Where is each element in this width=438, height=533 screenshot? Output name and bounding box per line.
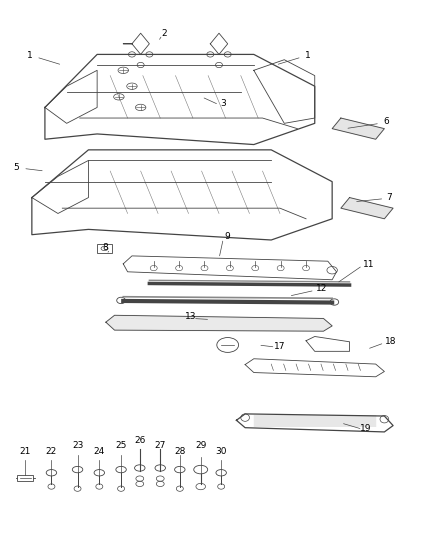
Text: 24: 24 <box>94 447 105 456</box>
Text: 2: 2 <box>162 29 167 38</box>
Text: 1: 1 <box>27 51 32 60</box>
Text: 17: 17 <box>274 342 286 351</box>
Text: 5: 5 <box>14 164 20 172</box>
Text: 7: 7 <box>386 193 392 202</box>
Text: 19: 19 <box>360 424 372 433</box>
Text: 12: 12 <box>316 284 327 293</box>
Text: 29: 29 <box>195 441 206 450</box>
Text: 30: 30 <box>215 447 227 456</box>
Polygon shape <box>106 316 332 331</box>
Text: 3: 3 <box>220 99 226 108</box>
Text: 23: 23 <box>72 441 83 450</box>
Polygon shape <box>341 198 393 219</box>
Text: 22: 22 <box>46 447 57 456</box>
Bar <box>97 244 113 253</box>
Text: 18: 18 <box>385 337 397 346</box>
Text: 21: 21 <box>20 447 31 456</box>
Text: 6: 6 <box>384 117 389 126</box>
Text: 13: 13 <box>185 312 197 321</box>
Text: 25: 25 <box>115 441 127 450</box>
Text: 11: 11 <box>364 260 375 269</box>
Text: 1: 1 <box>305 51 311 60</box>
Text: 28: 28 <box>174 447 186 456</box>
Text: 9: 9 <box>224 232 230 241</box>
Text: 8: 8 <box>102 243 108 252</box>
Polygon shape <box>332 118 385 139</box>
Text: 26: 26 <box>134 436 145 445</box>
Text: 27: 27 <box>155 441 166 450</box>
Bar <box>18 475 33 481</box>
